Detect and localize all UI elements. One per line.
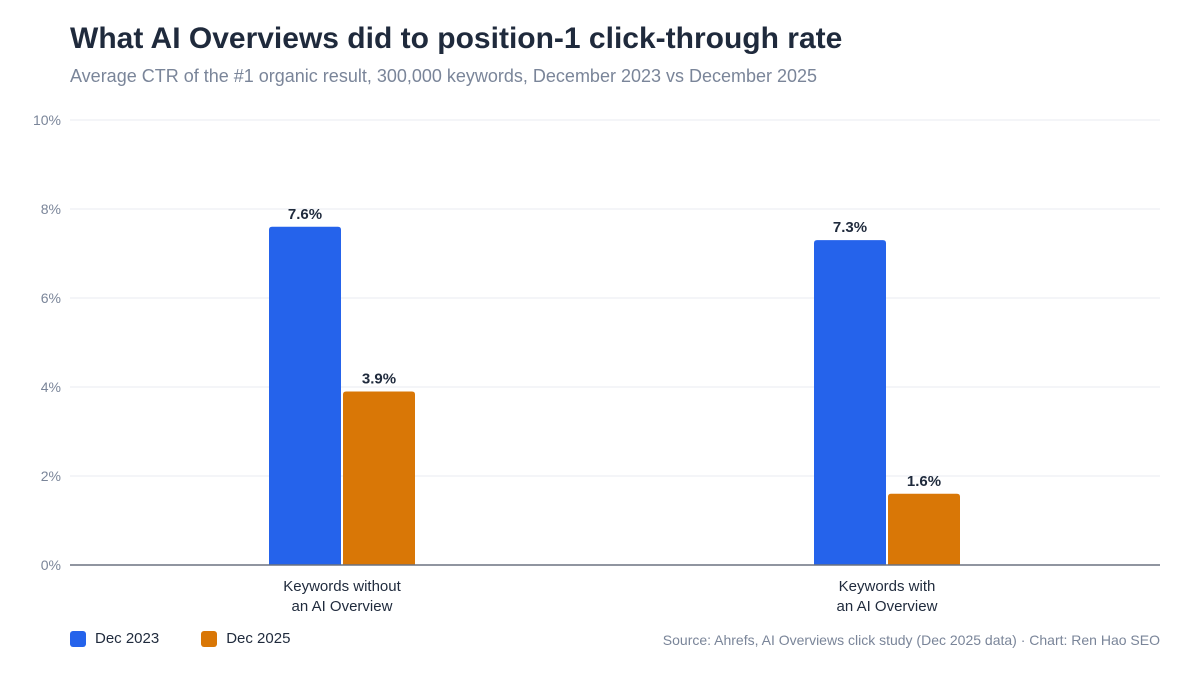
bar-value-label: 7.3% <box>833 219 867 236</box>
legend: Dec 2023 Dec 2025 <box>70 630 290 647</box>
legend-label-dec-2025: Dec 2025 <box>226 630 291 647</box>
y-tick-label: 4% <box>41 379 61 395</box>
x-tick-label: Keywords with <box>839 578 936 595</box>
y-tick-label: 8% <box>41 201 61 217</box>
y-tick-label: 10% <box>33 112 61 128</box>
y-tick-label: 2% <box>41 468 61 484</box>
x-tick-label: an AI Overview <box>292 598 393 615</box>
bar-value-label: 1.6% <box>907 473 941 490</box>
bar <box>343 391 415 565</box>
x-tick-label: Keywords without <box>283 578 401 595</box>
source-note: Source: Ahrefs, AI Overviews click study… <box>662 632 1160 648</box>
legend-item-dec-2023: Dec 2023 <box>70 630 159 647</box>
bar-value-label: 7.6% <box>288 206 322 223</box>
bar-value-label: 3.9% <box>362 370 396 387</box>
x-tick-label: an AI Overview <box>837 598 938 615</box>
legend-swatch-dec-2023 <box>70 630 86 647</box>
legend-swatch-dec-2025 <box>201 630 218 647</box>
legend-label-dec-2023: Dec 2023 <box>95 630 160 647</box>
chart-subtitle: Average CTR of the #1 organic result, 30… <box>70 66 818 86</box>
y-tick-label: 0% <box>41 557 61 573</box>
bar <box>814 240 886 565</box>
chart-title: What AI Overviews did to position-1 clic… <box>70 22 843 55</box>
legend-item-dec-2025: Dec 2025 <box>201 630 290 647</box>
bar <box>269 226 341 566</box>
bar <box>888 493 960 565</box>
y-tick-label: 6% <box>41 290 61 306</box>
